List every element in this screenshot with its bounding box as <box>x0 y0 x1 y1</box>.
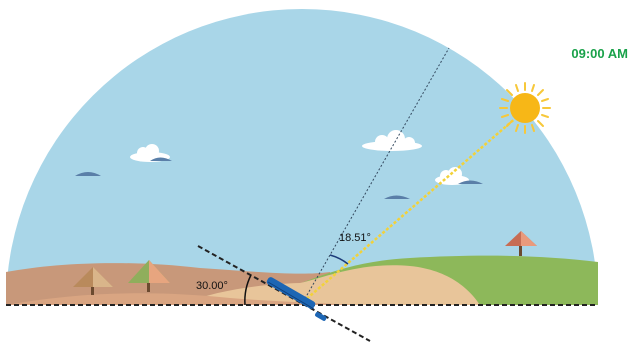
panel-normal-line <box>302 47 450 303</box>
cloud-icon <box>458 180 483 184</box>
cloud-icon <box>150 157 172 161</box>
sun-incidence-angle: 18.51° <box>339 232 371 244</box>
ground-front <box>6 293 360 305</box>
tree-icon <box>128 260 170 292</box>
sun-ray <box>302 109 526 303</box>
panel-tilt-angle: 30.00° <box>196 280 228 292</box>
tree-icon <box>73 267 113 295</box>
solar-panel-icon <box>266 277 327 321</box>
time-label: 09:00 AM <box>571 46 628 61</box>
cloud-icon <box>384 195 410 199</box>
incidence-angle-arc <box>329 254 349 265</box>
sun-icon <box>499 82 551 134</box>
cloud-icon <box>435 167 469 185</box>
tilt-angle-arc <box>244 274 252 306</box>
cloud-icon <box>130 144 170 162</box>
ground-sand <box>180 265 480 305</box>
cloud-icon <box>75 172 101 176</box>
sky-dome <box>6 9 598 305</box>
tree-icon <box>505 231 537 256</box>
cloud-icon <box>362 130 422 151</box>
